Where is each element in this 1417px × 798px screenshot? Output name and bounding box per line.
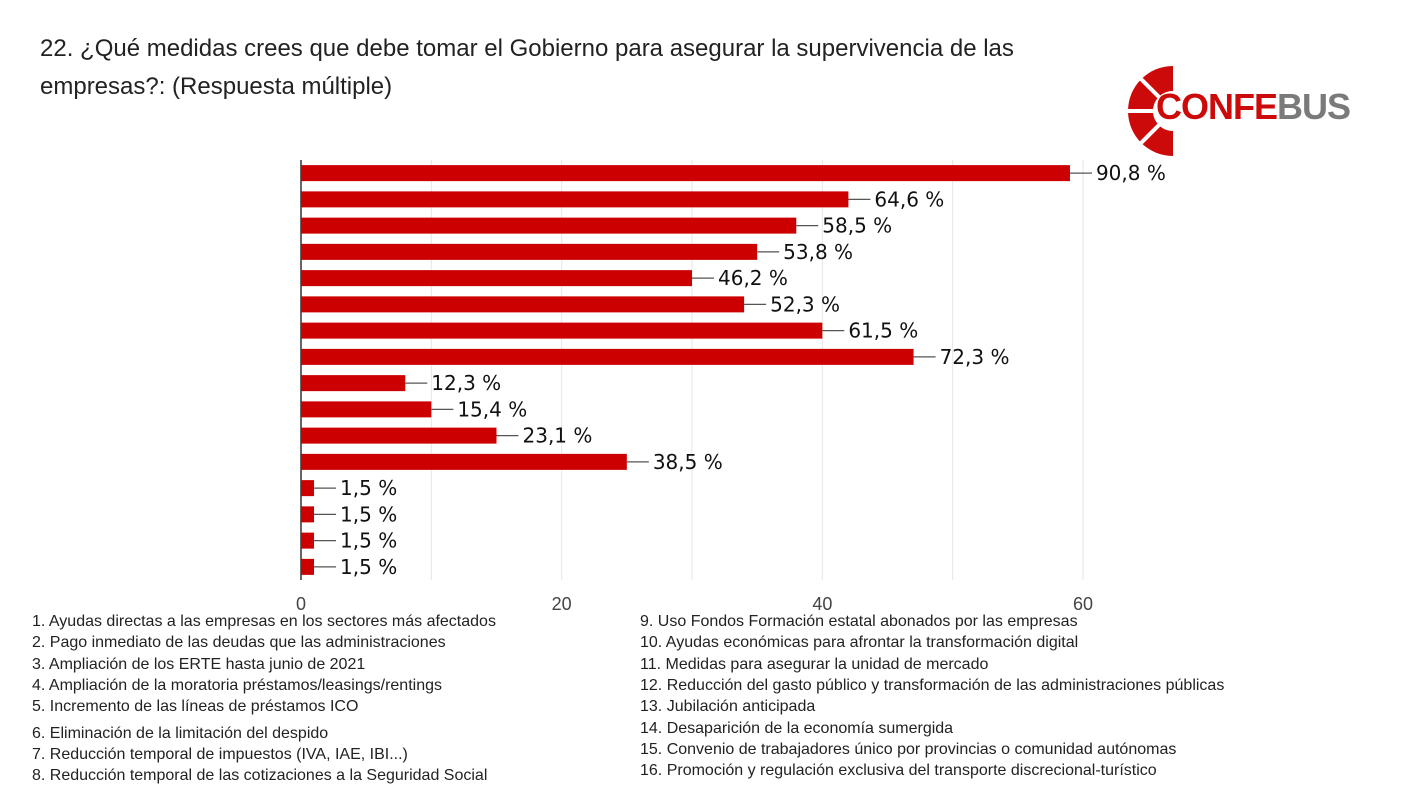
- data-label: 12,3 %: [431, 371, 501, 395]
- legend-item: 15. Convenio de trabajadores único por p…: [640, 741, 1177, 758]
- legend-item: 12. Reducción del gasto público y transf…: [640, 677, 1225, 694]
- legend-item: 13. Jubilación anticipada: [640, 698, 816, 715]
- data-label: 38,5 %: [653, 450, 723, 474]
- legend-item: 3. Ampliación de los ERTE hasta junio de…: [32, 656, 366, 673]
- legend-item: 8. Reducción temporal de las cotizacione…: [32, 767, 488, 784]
- legend-item: 2. Pago inmediato de las deudas que las …: [32, 634, 446, 651]
- x-tick-label: 60: [1073, 594, 1093, 614]
- bar-6: [301, 296, 745, 313]
- data-label: 90,8 %: [1096, 161, 1166, 185]
- bar-16: [301, 558, 315, 575]
- legend-item: 1. Ayudas directas a las empresas en los…: [32, 613, 496, 630]
- bar-8: [301, 348, 914, 365]
- legend-item: 9. Uso Fondos Formación estatal abonados…: [640, 613, 1078, 630]
- bar-5: [301, 270, 692, 287]
- data-label: 1,5 %: [340, 502, 397, 526]
- bar-15: [301, 532, 315, 549]
- bar-10: [301, 401, 432, 418]
- bar-1: [301, 165, 1070, 182]
- data-label: 58,5 %: [822, 214, 892, 238]
- logo-text-bus: BUS: [1277, 86, 1351, 127]
- x-tick-label: 0: [296, 594, 306, 614]
- bar-chart: 0 20 40 60 90,8 % 64,6 % 58,5 %53,8 %46,2 %52,…: [296, 160, 1166, 614]
- bar-11: [301, 427, 497, 444]
- bar-4: [301, 243, 758, 260]
- data-label: 64,6 %: [874, 187, 944, 211]
- bar-12: [301, 453, 627, 470]
- data-label: 23,1 %: [523, 424, 593, 448]
- bar-7: [301, 322, 823, 339]
- legend-item: 6. Eliminación de la limitación del desp…: [32, 725, 329, 742]
- confebus-logo: CONFEBUS: [1128, 66, 1388, 156]
- legend-item: 16. Promoción y regulación exclusiva del…: [640, 762, 1157, 779]
- bar-13: [301, 480, 315, 497]
- data-label: 46,2 %: [718, 266, 788, 290]
- data-label: 61,5 %: [848, 319, 918, 343]
- bar-9: [301, 375, 406, 392]
- legend-item: 10. Ayudas económicas para afrontar la t…: [640, 634, 1079, 651]
- data-label: 1,5 %: [340, 476, 397, 500]
- bar-2: [301, 191, 849, 208]
- x-tick-label: 20: [552, 594, 572, 614]
- x-tick-label: 40: [812, 594, 832, 614]
- data-label: 52,3 %: [770, 292, 840, 316]
- bar-14: [301, 506, 315, 523]
- chart-title: 22. ¿Qué medidas crees que debe tomar el…: [40, 35, 1014, 100]
- bar-3: [301, 217, 797, 234]
- data-label: 1,5 %: [340, 529, 397, 553]
- legend-item: 14. Desaparición de la economía sumergid…: [640, 720, 954, 737]
- data-label: 53,8 %: [783, 240, 853, 264]
- legend-item: 5. Incremento de las líneas de préstamos…: [32, 698, 359, 715]
- legend-item: 11. Medidas para asegurar la unidad de m…: [640, 656, 989, 673]
- legend-item: 4. Ampliación de la moratoria préstamos/…: [32, 677, 442, 694]
- data-label: 15,4 %: [457, 397, 527, 421]
- legend-item: 7. Reducción temporal de impuestos (IVA,…: [32, 746, 408, 763]
- logo-mark-icon: [1128, 66, 1193, 156]
- logo-text-confe: CONFE: [1156, 86, 1278, 127]
- data-label: 1,5 %: [340, 555, 397, 579]
- data-label: 72,3 %: [940, 345, 1010, 369]
